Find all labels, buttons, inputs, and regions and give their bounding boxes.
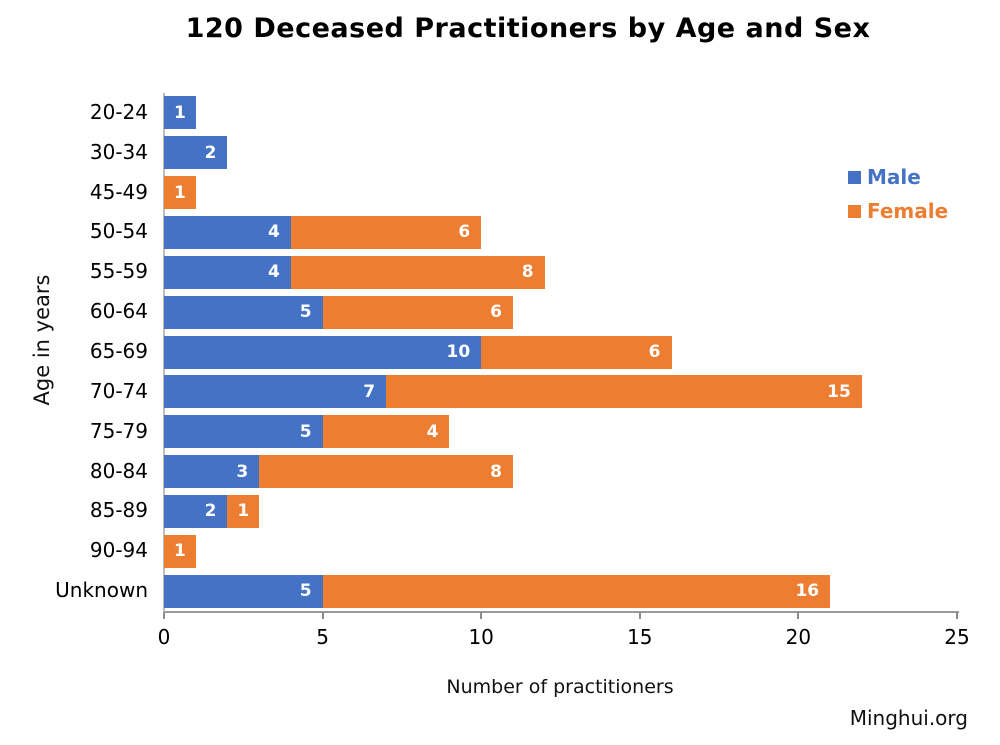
x-axis-title: Number of practitioners <box>446 676 674 698</box>
y-axis-category-label: 60-64 <box>89 299 148 324</box>
x-axis-tick-label: 20 <box>785 625 812 649</box>
x-axis-tick-mark <box>163 612 165 619</box>
female-bar-segment: 1 <box>164 176 196 210</box>
female-bar-segment: 1 <box>164 534 196 568</box>
female-bar-segment: 15 <box>386 375 862 409</box>
y-axis-category-label: 55-59 <box>89 259 148 284</box>
female-series-swatch-icon <box>848 204 861 218</box>
y-axis-category-label: 80-84 <box>89 458 148 483</box>
y-axis-category-label: 50-54 <box>89 219 148 244</box>
watermark: Minghui.org <box>849 706 968 730</box>
legend-item-female: Female <box>848 194 948 228</box>
bar-data-label: 2 <box>204 501 217 522</box>
x-axis-tick-label: 5 <box>316 625 329 649</box>
x-axis-line <box>163 611 959 613</box>
bar-data-label: 6 <box>490 302 502 323</box>
female-bar-segment: 8 <box>290 255 545 289</box>
bar-data-label: 3 <box>236 461 249 482</box>
y-axis-category-label: 70-74 <box>89 378 148 403</box>
bar-data-label: 5 <box>299 581 312 602</box>
male-bar-segment: 4 <box>164 215 291 249</box>
bar-data-label: 4 <box>268 222 280 243</box>
x-axis-tick-mark <box>321 612 324 619</box>
legend: Male Female <box>848 160 948 228</box>
bar-data-label: 1 <box>173 541 186 562</box>
female-bar-segment: 1 <box>227 494 260 528</box>
bar-data-label: 1 <box>173 102 186 123</box>
bar-data-label: 15 <box>827 381 851 402</box>
x-axis-tick-label: 15 <box>627 625 653 649</box>
y-axis-category-label: 75-79 <box>89 418 148 443</box>
bar-data-label: 6 <box>648 342 661 362</box>
x-axis-tick-label: 25 <box>944 625 970 649</box>
female-bar-segment: 6 <box>322 295 513 329</box>
legend-item-male: Male <box>848 160 948 194</box>
bar-data-label: 6 <box>458 222 471 243</box>
bar-data-label: 8 <box>521 262 534 283</box>
female-bar-segment: 8 <box>259 455 513 489</box>
male-bar-segment: 3 <box>164 455 260 489</box>
female-legend-label: Female <box>867 199 949 223</box>
y-axis-category-label: Unknown <box>55 578 148 603</box>
female-bar-segment: 6 <box>481 335 672 369</box>
y-axis-category-label: 85-89 <box>89 498 148 523</box>
x-axis-tick-mark <box>480 612 483 619</box>
bar-data-label: 8 <box>490 461 502 482</box>
bar-data-label: 2 <box>204 142 217 163</box>
bar-data-label: 5 <box>299 302 312 323</box>
bar-data-label: 1 <box>173 182 186 203</box>
bar-data-label: 10 <box>446 342 471 362</box>
female-bar-segment: 6 <box>290 215 482 249</box>
bar-data-label: 4 <box>426 421 439 442</box>
male-bar-segment: 5 <box>164 415 323 449</box>
male-bar-segment: 7 <box>164 375 387 409</box>
y-axis-category-label: 45-49 <box>89 179 148 204</box>
male-bar-segment: 5 <box>164 295 323 329</box>
bar-data-label: 16 <box>795 581 820 602</box>
y-axis-category-label: 20-24 <box>89 99 148 124</box>
bar-data-label: 5 <box>299 421 312 442</box>
y-axis-category-label: 90-94 <box>89 538 148 563</box>
male-bar-segment: 1 <box>164 96 196 130</box>
x-axis-tick-mark <box>638 612 641 619</box>
male-bar-segment: 2 <box>164 136 228 170</box>
y-axis-category-label: 30-34 <box>89 139 148 164</box>
x-axis-tick-mark <box>956 612 958 619</box>
female-bar-segment: 16 <box>322 574 831 608</box>
male-bar-segment: 4 <box>164 255 291 289</box>
bar-data-label: 1 <box>237 501 250 522</box>
chart-title: 120 Deceased Practitioners by Age and Se… <box>185 13 871 44</box>
male-bar-segment: 5 <box>164 574 323 608</box>
y-axis-category-label: 65-69 <box>89 339 148 363</box>
male-series-swatch-icon <box>848 170 861 184</box>
female-bar-segment: 4 <box>322 415 450 449</box>
x-axis-tick-label: 0 <box>157 625 171 649</box>
x-axis-tick-mark <box>797 612 800 619</box>
bar-data-label: 4 <box>268 262 280 283</box>
bar-data-label: 7 <box>363 381 376 402</box>
male-legend-label: Male <box>867 165 921 189</box>
male-bar-segment: 2 <box>164 494 228 528</box>
x-axis-tick-label: 10 <box>468 625 494 649</box>
male-bar-segment: 10 <box>164 335 482 369</box>
